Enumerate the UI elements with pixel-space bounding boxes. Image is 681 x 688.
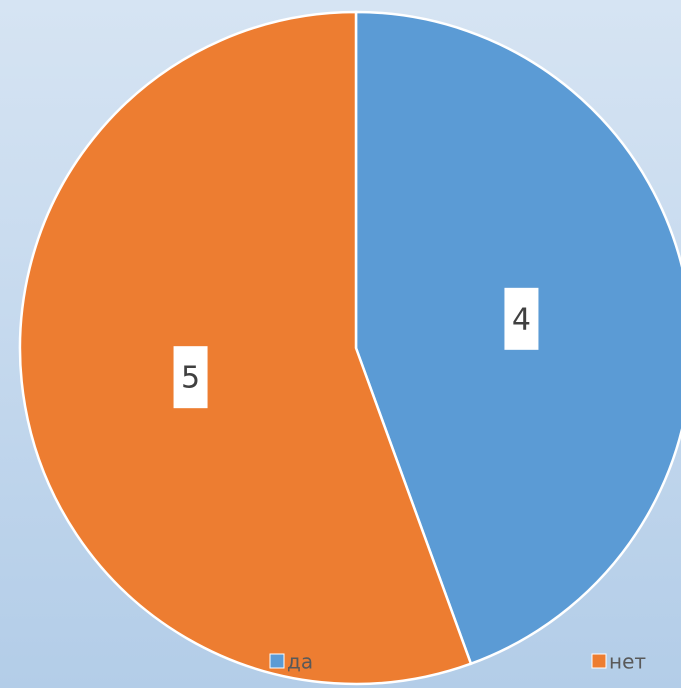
data-label-box: [173, 346, 208, 409]
legend-label: да: [287, 650, 313, 674]
data-label-box: [504, 287, 539, 350]
legend-swatch: [269, 653, 285, 669]
legend: да нет: [269, 650, 646, 674]
data-label: 4: [512, 302, 531, 337]
pie-slice: [18, 10, 473, 686]
data-labels: 45: [173, 287, 539, 409]
data-label: 5: [181, 361, 200, 396]
legend-label: нет: [609, 650, 646, 674]
pie: [18, 10, 681, 686]
legend-swatch: [591, 653, 607, 669]
